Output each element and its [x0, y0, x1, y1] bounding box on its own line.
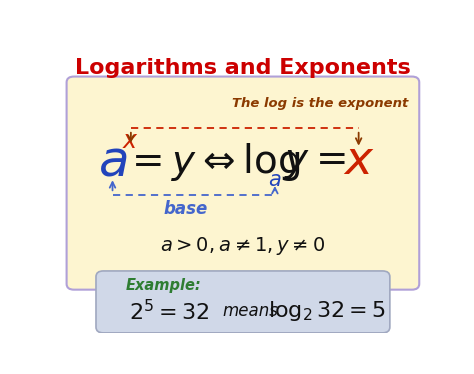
Text: base: base	[164, 200, 208, 218]
Text: Example:: Example:	[125, 278, 201, 293]
Text: $a$: $a$	[98, 138, 127, 186]
Text: The log is the exponent: The log is the exponent	[232, 97, 408, 110]
Text: $x$: $x$	[122, 129, 139, 153]
Text: means: means	[222, 302, 278, 320]
FancyBboxPatch shape	[96, 271, 390, 333]
Text: Logarithms and Exponents: Logarithms and Exponents	[75, 58, 411, 78]
Text: $= y \Leftrightarrow \log$: $= y \Leftrightarrow \log$	[124, 141, 300, 183]
FancyBboxPatch shape	[66, 77, 419, 289]
Text: $\log_{2} 32 = 5$: $\log_{2} 32 = 5$	[268, 299, 386, 323]
Text: $x$: $x$	[343, 139, 374, 184]
Text: $y =$: $y =$	[283, 142, 346, 181]
Text: $2^{5} = 32$: $2^{5} = 32$	[129, 299, 210, 324]
Text: $a > 0, a \neq 1, y \neq 0$: $a > 0, a \neq 1, y \neq 0$	[160, 236, 326, 257]
Text: $a$: $a$	[268, 170, 282, 190]
